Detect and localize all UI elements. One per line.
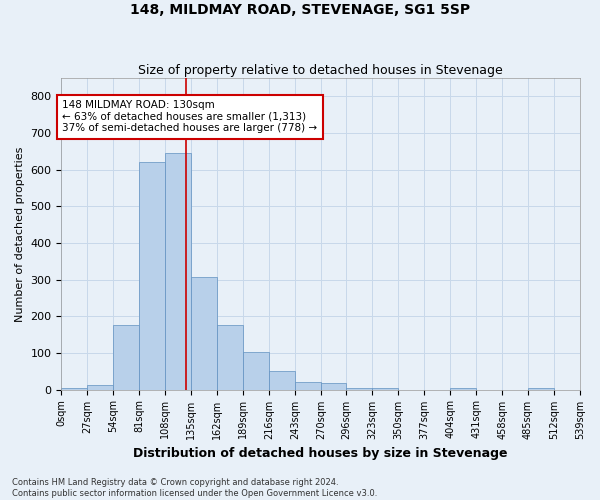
Y-axis label: Number of detached properties: Number of detached properties	[15, 146, 25, 322]
Bar	[243, 352, 269, 390]
Bar	[61, 388, 88, 390]
Title: Size of property relative to detached houses in Stevenage: Size of property relative to detached ho…	[139, 64, 503, 77]
Bar	[113, 326, 139, 390]
Bar	[295, 382, 321, 390]
Bar	[346, 388, 372, 390]
Bar	[372, 388, 398, 390]
Bar	[191, 276, 217, 390]
Bar	[217, 326, 243, 390]
Text: Contains HM Land Registry data © Crown copyright and database right 2024.
Contai: Contains HM Land Registry data © Crown c…	[12, 478, 377, 498]
Text: 148 MILDMAY ROAD: 130sqm
← 63% of detached houses are smaller (1,313)
37% of sem: 148 MILDMAY ROAD: 130sqm ← 63% of detach…	[62, 100, 317, 134]
X-axis label: Distribution of detached houses by size in Stevenage: Distribution of detached houses by size …	[133, 447, 508, 460]
Text: 148, MILDMAY ROAD, STEVENAGE, SG1 5SP: 148, MILDMAY ROAD, STEVENAGE, SG1 5SP	[130, 2, 470, 16]
Bar	[528, 388, 554, 390]
Bar	[321, 383, 346, 390]
Bar	[450, 388, 476, 390]
Bar	[139, 162, 166, 390]
Bar	[166, 154, 191, 390]
Bar	[269, 372, 295, 390]
Bar	[88, 385, 113, 390]
